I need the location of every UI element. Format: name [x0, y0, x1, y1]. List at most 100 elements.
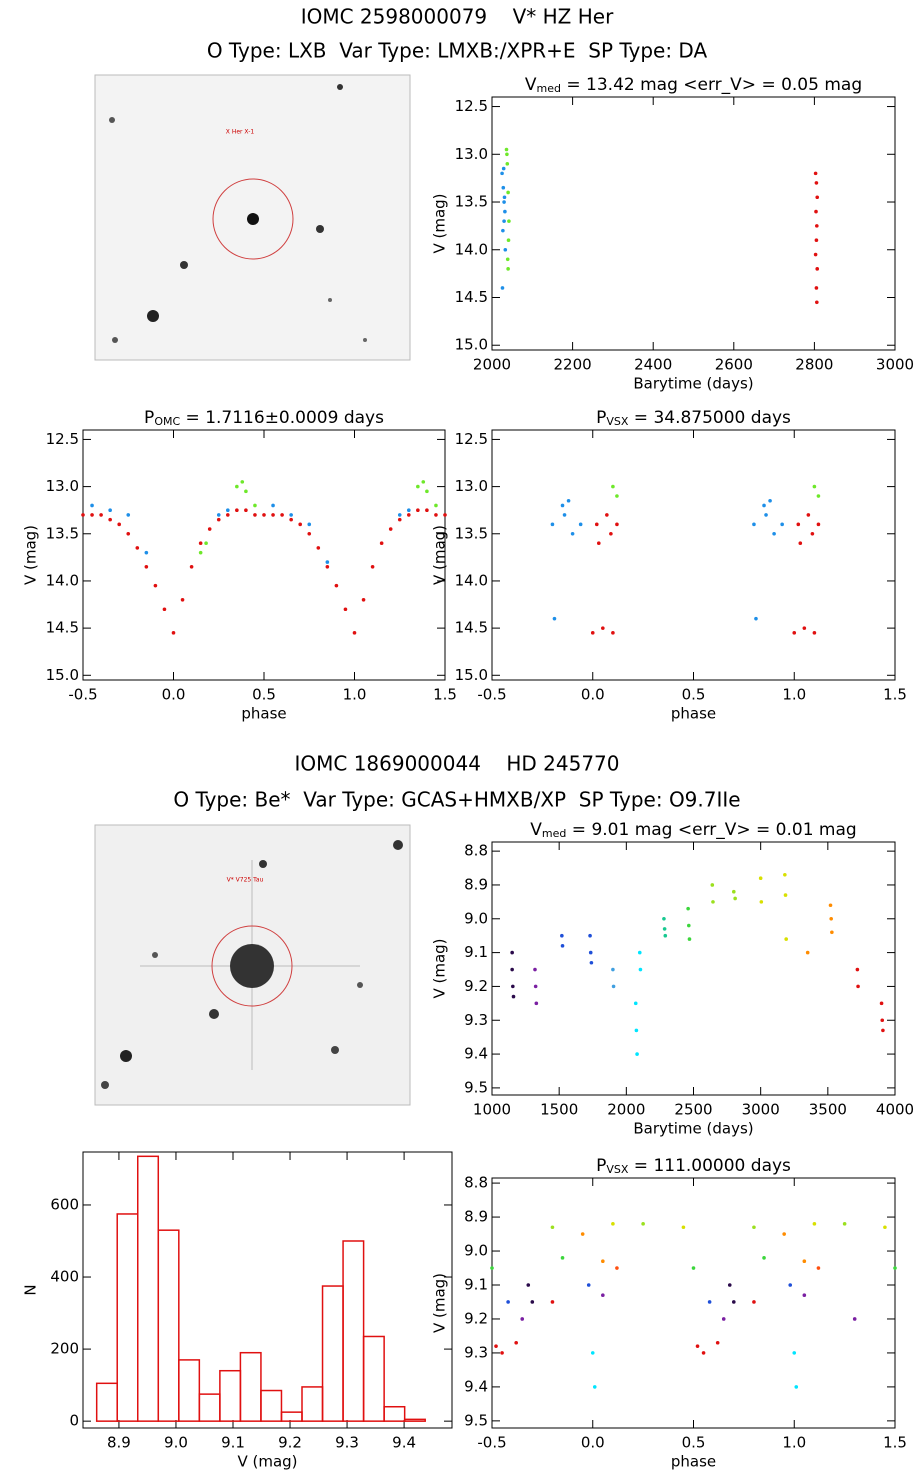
- x-tick-label: 4000: [876, 1101, 914, 1119]
- data-point: [416, 508, 420, 512]
- data-point: [506, 1300, 510, 1304]
- data-point: [316, 546, 321, 550]
- data-point: [814, 286, 819, 290]
- data-point: [511, 984, 515, 989]
- y-tick-label: 13.0: [46, 477, 79, 495]
- data-point: [171, 631, 176, 635]
- star: [247, 213, 259, 225]
- data-point: [334, 583, 339, 588]
- title-rest: = 34.875000 days: [628, 408, 791, 428]
- data-point: [502, 200, 506, 204]
- data-point: [783, 893, 788, 897]
- data-point: [153, 583, 158, 588]
- data-point: [758, 876, 763, 880]
- object-title: IOMC 2598000079 V* HZ Her: [301, 5, 614, 29]
- data-point: [814, 209, 818, 214]
- data-point: [828, 903, 833, 908]
- data-point: [812, 631, 817, 635]
- data-point: [752, 522, 756, 527]
- y-tick-label: 9.5: [464, 1411, 488, 1429]
- data-point: [280, 513, 284, 517]
- x-tick-label: 2800: [795, 356, 833, 374]
- data-point: [830, 930, 834, 935]
- data-point: [715, 1340, 720, 1345]
- y-axis-label: V (mag): [431, 525, 449, 585]
- data-point: [500, 286, 505, 290]
- y-tick-label: 200: [50, 1340, 79, 1358]
- title-rest: = 13.42 mag <err_V> = 0.05 mag: [561, 75, 862, 95]
- data-point: [764, 513, 768, 517]
- data-point: [794, 1385, 799, 1389]
- data-point: [526, 1283, 531, 1287]
- data-point: [611, 1222, 615, 1226]
- data-point: [503, 209, 507, 214]
- hist-bar: [95, 1382, 118, 1422]
- data-point: [510, 950, 514, 955]
- data-point: [108, 508, 112, 512]
- x-tick-label: 1.0: [782, 686, 806, 704]
- x-tick-label: 1.5: [883, 1434, 907, 1452]
- data-point: [611, 484, 615, 489]
- plot-frame: [82, 429, 446, 681]
- data-point: [590, 631, 595, 635]
- plot-frame: [491, 96, 896, 351]
- y-tick-label: 15.0: [455, 666, 488, 684]
- data-point: [881, 1028, 885, 1033]
- data-point: [815, 300, 819, 305]
- data-point: [601, 1293, 605, 1297]
- x-tick-label: 2000: [473, 356, 511, 374]
- data-point: [388, 527, 393, 531]
- x-tick-label: 0.0: [581, 686, 605, 704]
- target-circle: [211, 925, 293, 1007]
- data-point: [494, 1344, 498, 1348]
- hist-bar: [239, 1351, 262, 1422]
- data-point: [99, 513, 103, 517]
- data-point: [783, 873, 787, 877]
- y-tick-label: 9.5: [464, 1078, 488, 1096]
- data-point: [813, 252, 818, 257]
- star: [331, 1046, 339, 1054]
- data-point: [893, 1266, 897, 1270]
- star: [147, 310, 159, 322]
- plot-frame: [491, 841, 896, 1096]
- data-point: [663, 933, 668, 938]
- data-point: [578, 522, 583, 527]
- data-point: [490, 1266, 494, 1270]
- data-point: [812, 484, 817, 489]
- data-point: [550, 522, 555, 527]
- hist-bar: [178, 1359, 201, 1422]
- data-point: [325, 564, 330, 569]
- object-subtitle: O Type: Be* Var Type: GCAS+HMXB/XP SP Ty…: [173, 788, 740, 812]
- data-point: [502, 195, 507, 200]
- data-point: [586, 1283, 591, 1287]
- y-tick-label: 9.0: [464, 1242, 488, 1260]
- x-axis-label: Barytime (days): [633, 375, 753, 393]
- x-axis-label: V (mag): [237, 1453, 297, 1471]
- data-point: [711, 900, 715, 904]
- star: [357, 982, 363, 988]
- x-tick-label: -0.5: [477, 686, 506, 704]
- data-point: [117, 522, 121, 527]
- y-tick-label: 9.1: [464, 943, 488, 961]
- y-tick-label: 0: [69, 1412, 79, 1430]
- data-point: [135, 546, 140, 550]
- x-tick-label: 9.0: [164, 1434, 188, 1452]
- data-point: [506, 267, 510, 271]
- hist-bar: [280, 1411, 303, 1422]
- data-point: [829, 916, 833, 921]
- data-point: [802, 1259, 807, 1264]
- sky-image: X Her X-1: [94, 74, 411, 361]
- title-sub: OMC: [154, 415, 180, 428]
- target-circle: [212, 178, 294, 260]
- data-point: [792, 1351, 797, 1355]
- data-point: [397, 513, 402, 517]
- data-point: [590, 1351, 595, 1355]
- image-label: V* V725 Tau: [227, 877, 264, 884]
- y-tick-label: 12.5: [455, 430, 488, 448]
- data-point: [550, 1225, 555, 1230]
- data-point: [90, 503, 94, 508]
- data-point: [562, 513, 567, 517]
- y-axis-label: N: [22, 1284, 40, 1295]
- plot-frame: [82, 1151, 453, 1429]
- data-point: [792, 631, 797, 635]
